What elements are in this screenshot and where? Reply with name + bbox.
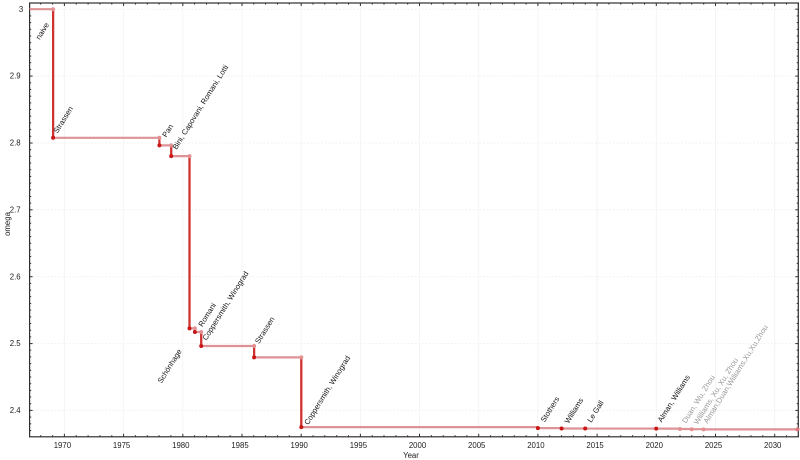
svg-text:2005: 2005 bbox=[468, 441, 486, 450]
svg-text:2000: 2000 bbox=[409, 441, 427, 450]
svg-text:2010: 2010 bbox=[527, 441, 545, 450]
svg-text:1990: 1990 bbox=[291, 441, 309, 450]
svg-text:2.6: 2.6 bbox=[10, 272, 21, 281]
svg-text:2.4: 2.4 bbox=[10, 406, 22, 415]
svg-text:1975: 1975 bbox=[113, 441, 131, 450]
svg-text:2025: 2025 bbox=[705, 441, 723, 450]
svg-text:Year: Year bbox=[403, 451, 419, 460]
svg-text:omega: omega bbox=[3, 211, 12, 236]
svg-text:1985: 1985 bbox=[231, 441, 249, 450]
svg-text:1980: 1980 bbox=[172, 441, 190, 450]
svg-text:1970: 1970 bbox=[54, 441, 72, 450]
svg-text:2020: 2020 bbox=[646, 441, 664, 450]
svg-text:2.5: 2.5 bbox=[10, 339, 22, 348]
svg-text:2.7: 2.7 bbox=[10, 205, 21, 214]
svg-text:2030: 2030 bbox=[764, 441, 782, 450]
svg-text:2015: 2015 bbox=[586, 441, 604, 450]
svg-text:1995: 1995 bbox=[350, 441, 368, 450]
svg-text:2.8: 2.8 bbox=[10, 139, 21, 148]
svg-text:2.9: 2.9 bbox=[10, 72, 21, 81]
svg-text:3: 3 bbox=[19, 5, 23, 14]
